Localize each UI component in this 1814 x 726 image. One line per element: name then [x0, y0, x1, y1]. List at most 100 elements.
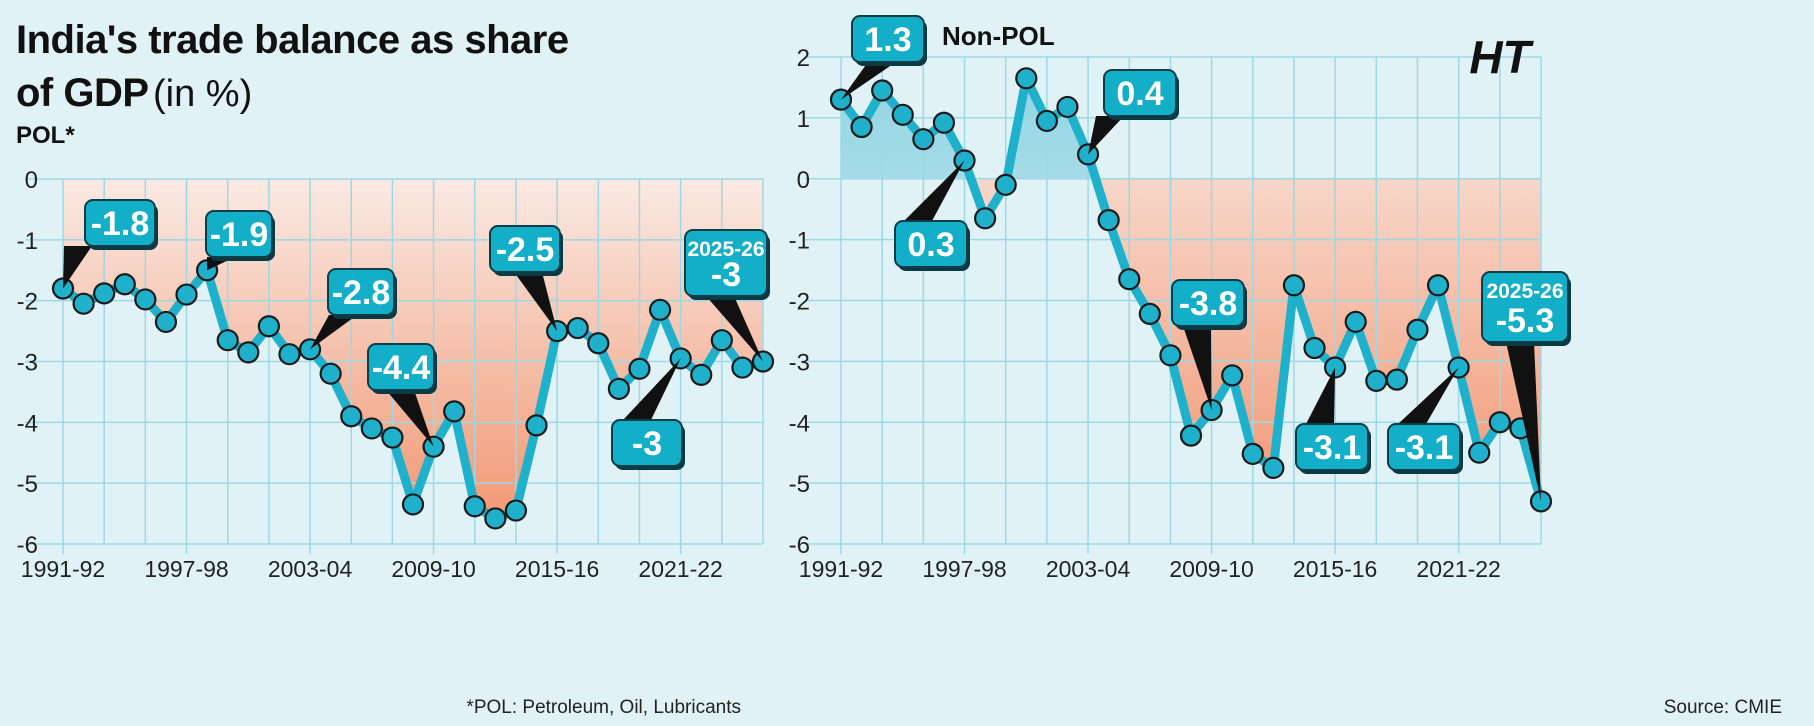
data-point: [257, 315, 280, 338]
callout-box: [1481, 271, 1569, 343]
y-tick-label: -3: [789, 349, 810, 376]
data-point: [175, 283, 198, 306]
callout-box: [1295, 423, 1369, 471]
panel-title: Non-POL: [942, 21, 1055, 51]
title-line-2: of GDP: [16, 71, 149, 115]
data-point: [1241, 442, 1264, 466]
data-point: [1118, 268, 1141, 291]
callout-pointer: [514, 272, 558, 332]
footnote: *POL: Petroleum, Oil, Lubricants: [466, 697, 741, 718]
x-tick-label: 1997-98: [922, 556, 1006, 582]
data-point: [504, 499, 528, 522]
callout-value: -4.4: [372, 349, 431, 387]
y-tick-label: -3: [17, 350, 38, 377]
y-tick-label: 0: [797, 167, 810, 194]
data-point: [154, 310, 178, 334]
data-point: [1035, 109, 1058, 133]
y-tick-label: 2: [797, 45, 810, 72]
x-tick-label: 2021-22: [638, 556, 722, 582]
data-point: [1015, 67, 1038, 90]
data-point: [1303, 336, 1326, 360]
y-tick-label: -6: [17, 532, 38, 559]
data-point: [72, 292, 95, 315]
callout-box: [1387, 423, 1461, 471]
x-tick-label: 2015-16: [515, 556, 599, 582]
callout-box: [205, 210, 273, 258]
callout: -3.1: [1295, 367, 1371, 474]
x-tick-label: 2009-10: [1169, 556, 1253, 582]
callout-box: [1171, 279, 1245, 327]
callout-value: -3.8: [1179, 285, 1238, 323]
callout-box: [1103, 69, 1177, 117]
data-point: [216, 329, 239, 352]
y-tick-label: 0: [25, 167, 38, 194]
data-point: [1344, 310, 1367, 333]
source-credit: Source: CMIE: [1664, 697, 1782, 718]
callout-pointer: [623, 358, 681, 420]
callout-pointer: [904, 160, 965, 221]
callout-pointer: [1088, 116, 1124, 155]
data-point: [1468, 441, 1491, 464]
data-point: [360, 417, 383, 440]
callout-pointer: [310, 315, 357, 350]
data-point: [319, 362, 342, 385]
data-point: [484, 507, 507, 530]
y-tick-label: -6: [789, 532, 810, 559]
data-point: [628, 357, 651, 380]
y-tick-label: -2: [789, 289, 810, 316]
callout-pointer: [1306, 367, 1336, 424]
x-tick-label: 2003-04: [268, 556, 353, 582]
chart-title: India's trade balance as share of GDP (i…: [16, 18, 569, 124]
callout-value: -3: [632, 425, 662, 463]
y-tick-label: 1: [797, 106, 810, 133]
callout: -2.5: [489, 225, 563, 332]
data-point: [1221, 364, 1244, 387]
data-point: [443, 400, 466, 423]
data-point: [1262, 456, 1285, 480]
x-tick-label: 2003-04: [1046, 556, 1131, 582]
data-point: [1056, 95, 1079, 119]
x-tick-label: 2009-10: [391, 556, 475, 582]
callout: -4.4: [367, 343, 437, 447]
callout: -3.8: [1171, 279, 1247, 411]
data-point: [93, 282, 116, 305]
callout-value: -1.8: [91, 205, 150, 243]
callout: -1.9: [205, 210, 275, 271]
callout-value: -2.5: [496, 231, 555, 269]
callout-box: [84, 199, 156, 247]
y-tick-label: -1: [17, 228, 38, 255]
callout-value: -5.3: [1496, 302, 1555, 340]
callout: -3.1: [1387, 367, 1463, 474]
callout: 0.4: [1088, 69, 1179, 155]
data-point: [974, 207, 997, 230]
x-tick-label: 1997-98: [144, 556, 228, 582]
callout-value: -1.9: [210, 216, 269, 254]
data-point: [1488, 411, 1511, 434]
data-point: [1385, 368, 1408, 391]
data-point: [1097, 209, 1120, 232]
callout: -3: [611, 358, 685, 470]
callout-value: -3.1: [1395, 429, 1454, 467]
callout-box: [611, 419, 683, 467]
callout-pointer: [63, 246, 92, 289]
callout-pointer: [1183, 326, 1212, 411]
data-point: [1426, 274, 1450, 297]
x-tick-label: 2015-16: [1293, 556, 1377, 582]
data-point: [994, 173, 1017, 196]
callout-pointer: [841, 62, 896, 100]
callout-box: [367, 343, 435, 391]
y-tick-label: -4: [789, 410, 810, 437]
callout-value: 0.3: [907, 226, 954, 264]
callout-box: [327, 268, 395, 316]
data-point: [731, 356, 754, 379]
data-point: [690, 363, 713, 386]
callout-box: [684, 229, 768, 297]
y-tick-label: -5: [789, 471, 810, 498]
data-point: [871, 79, 894, 102]
callout: -1.8: [63, 199, 158, 289]
data-point: [1159, 344, 1182, 367]
